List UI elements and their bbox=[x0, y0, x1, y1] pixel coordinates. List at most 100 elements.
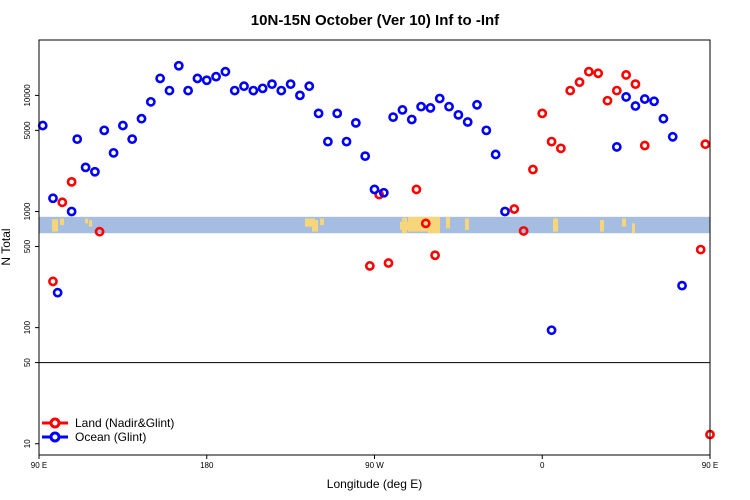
land-point bbox=[94, 226, 105, 237]
series-ocean bbox=[37, 60, 687, 336]
ocean-point bbox=[127, 134, 138, 145]
y-tick-label: 100 bbox=[23, 320, 32, 334]
ocean-point bbox=[239, 81, 249, 92]
land-point bbox=[518, 226, 529, 236]
ocean-point bbox=[658, 113, 669, 124]
ocean-point bbox=[630, 101, 641, 111]
ocean-point bbox=[500, 206, 510, 217]
x-tick-label: 90 E bbox=[31, 461, 47, 470]
ocean-point bbox=[397, 105, 408, 115]
ocean-point bbox=[276, 85, 287, 96]
map-strip-land bbox=[305, 218, 315, 227]
land-point bbox=[383, 258, 394, 268]
map-strip-land bbox=[446, 216, 450, 229]
x-tick-label: 180 bbox=[200, 461, 214, 470]
y-tick-label: 500 bbox=[23, 239, 32, 253]
ocean-point bbox=[332, 108, 343, 119]
map-strip-land bbox=[622, 218, 626, 227]
land-point bbox=[639, 140, 650, 151]
ocean-point bbox=[677, 280, 687, 291]
ocean-point bbox=[667, 131, 678, 142]
ocean-point bbox=[481, 125, 492, 136]
ocean-point bbox=[304, 81, 315, 92]
map-strip-land bbox=[312, 220, 318, 232]
legend-ocean-marker bbox=[49, 431, 61, 443]
land-point bbox=[420, 218, 431, 229]
ocean-point bbox=[434, 93, 445, 104]
land-point bbox=[374, 189, 385, 200]
legend: Land (Nadir&Glint) Ocean (Glint) bbox=[42, 416, 174, 444]
map-strip-land bbox=[60, 218, 64, 226]
x-tick-label: 0 bbox=[540, 461, 545, 470]
ocean-point bbox=[360, 151, 371, 162]
y-tick-label: 50 bbox=[23, 358, 32, 367]
map-strip-land bbox=[320, 218, 324, 226]
data-points bbox=[37, 60, 715, 440]
map-strip-land bbox=[465, 218, 469, 230]
ocean-point bbox=[425, 103, 436, 113]
ocean-point bbox=[72, 134, 83, 145]
ocean-point bbox=[229, 85, 240, 96]
ocean-point bbox=[248, 85, 259, 96]
ocean-point bbox=[257, 83, 268, 94]
ocean-point bbox=[462, 117, 473, 127]
ocean-point bbox=[444, 101, 454, 112]
ocean-point bbox=[639, 94, 650, 104]
land-point bbox=[574, 77, 585, 88]
map-strip-land bbox=[89, 220, 92, 227]
x-tick-label: 90 E bbox=[702, 461, 718, 470]
ocean-point bbox=[211, 71, 221, 82]
ocean-point bbox=[155, 73, 166, 84]
ocean-point bbox=[220, 66, 231, 77]
land-point bbox=[537, 108, 548, 119]
ocean-point bbox=[546, 325, 557, 336]
ocean-point bbox=[48, 193, 58, 204]
ocean-point bbox=[90, 166, 100, 177]
land-point bbox=[48, 276, 58, 287]
land-point bbox=[583, 66, 594, 77]
ocean-point bbox=[136, 113, 147, 124]
ocean-point bbox=[80, 162, 91, 173]
map-strip-land bbox=[85, 218, 88, 224]
x-axis-label: Longitude (deg E) bbox=[327, 477, 422, 491]
land-point bbox=[555, 143, 566, 154]
ocean-point bbox=[323, 136, 333, 147]
ocean-point bbox=[108, 147, 119, 158]
ocean-point bbox=[99, 125, 110, 136]
y-tick-label: 10000 bbox=[23, 84, 32, 107]
ocean-point bbox=[295, 90, 305, 101]
y-tick-label: 10 bbox=[23, 439, 32, 448]
land-point bbox=[546, 136, 557, 147]
land-point bbox=[565, 85, 576, 96]
land-point bbox=[364, 261, 375, 271]
land-point bbox=[66, 176, 77, 187]
land-point bbox=[593, 68, 604, 79]
land-point bbox=[630, 79, 641, 90]
ocean-point bbox=[313, 108, 324, 119]
land-point bbox=[528, 164, 538, 175]
land-point bbox=[611, 85, 622, 96]
ocean-point bbox=[649, 96, 659, 107]
land-point bbox=[602, 95, 613, 106]
ocean-point bbox=[173, 60, 184, 71]
ocean-point bbox=[350, 117, 361, 128]
ocean-point bbox=[341, 136, 352, 147]
ocean-point bbox=[472, 99, 482, 110]
ocean-point bbox=[378, 187, 389, 198]
map-strip-ocean bbox=[39, 216, 710, 234]
ocean-point bbox=[52, 287, 63, 298]
ocean-point bbox=[66, 206, 77, 217]
legend-land-marker bbox=[49, 417, 61, 429]
ocean-point bbox=[369, 184, 380, 195]
land-point bbox=[695, 244, 706, 255]
land-point bbox=[411, 184, 422, 195]
ocean-point bbox=[183, 85, 194, 96]
ocean-point bbox=[192, 73, 203, 84]
map-strip-land bbox=[52, 219, 58, 232]
y-tick-label: 5000 bbox=[23, 121, 32, 139]
land-point bbox=[700, 139, 711, 150]
ocean-point bbox=[490, 149, 501, 160]
ocean-point bbox=[406, 114, 417, 125]
